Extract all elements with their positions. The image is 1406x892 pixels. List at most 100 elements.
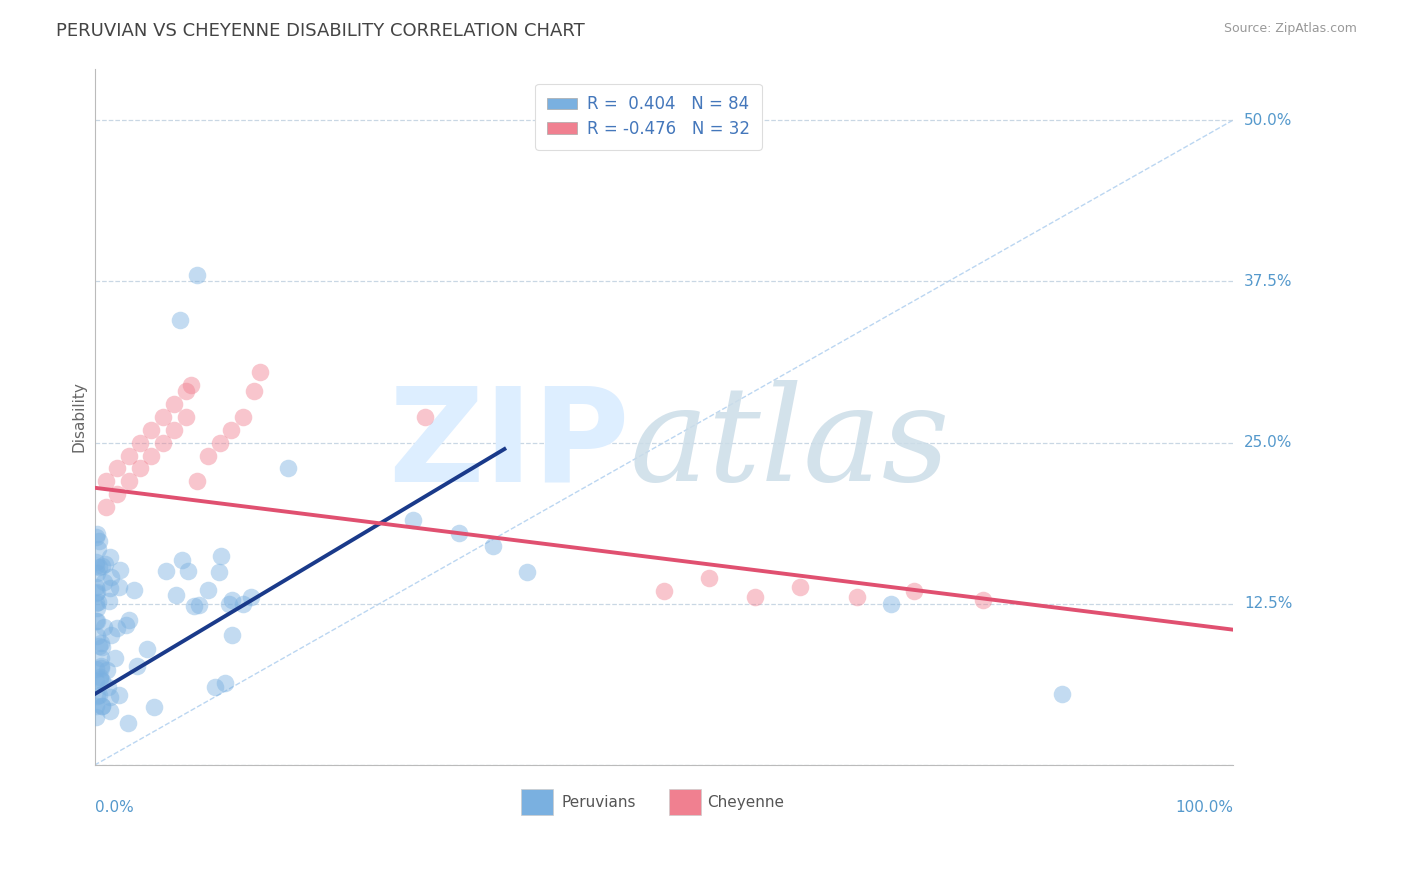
Point (98, 594, 121, 608)
Point (204, 680, 226, 694)
Point (86, 585, 108, 599)
Point (277, 461, 299, 475)
Point (209, 549, 232, 563)
Point (170, 553, 193, 567)
Point (880, 597, 903, 611)
Text: 50.0%: 50.0% (1244, 112, 1292, 128)
Point (482, 539, 505, 553)
Legend: R =  0.404   N = 84, R = -0.476   N = 32: R = 0.404 N = 84, R = -0.476 N = 32 (536, 84, 762, 150)
Point (208, 566, 231, 580)
Point (232, 598, 254, 612)
Point (86, 566, 108, 581)
Point (846, 591, 869, 605)
Point (84, 698, 107, 713)
Point (141, 449, 163, 463)
Point (89, 560, 111, 574)
Point (84, 662, 107, 676)
Point (84, 531, 107, 545)
Point (89, 670, 111, 684)
Point (143, 700, 166, 714)
Point (93, 558, 115, 572)
Point (129, 435, 152, 450)
Point (105, 487, 128, 501)
Text: 25.0%: 25.0% (1244, 435, 1292, 450)
Point (197, 582, 219, 597)
Point (239, 590, 262, 604)
Point (104, 650, 127, 665)
Point (174, 384, 197, 398)
Point (105, 461, 128, 475)
Point (243, 384, 266, 398)
Point (84, 673, 107, 688)
Point (124, 582, 146, 597)
Point (89, 673, 111, 687)
Point (176, 564, 198, 578)
Point (90, 659, 112, 673)
Point (84, 596, 107, 610)
Point (118, 475, 141, 489)
Point (208, 435, 231, 450)
Point (84, 555, 107, 569)
Point (84, 559, 107, 574)
Point (155, 564, 177, 578)
Point (107, 580, 129, 594)
Point (163, 397, 186, 411)
Point (232, 409, 254, 424)
Text: 0.0%: 0.0% (94, 800, 134, 815)
Point (86, 600, 108, 615)
Point (221, 628, 243, 642)
Text: 100.0%: 100.0% (1175, 800, 1233, 815)
Point (100, 570, 122, 584)
Point (90, 635, 112, 649)
Text: ZIP: ZIP (388, 381, 630, 508)
Point (249, 365, 271, 379)
Point (697, 571, 720, 585)
FancyBboxPatch shape (522, 789, 554, 815)
Point (115, 617, 138, 632)
Point (413, 409, 436, 424)
Point (90, 559, 112, 574)
Point (84, 614, 107, 628)
Point (447, 525, 470, 540)
Point (118, 613, 141, 627)
Point (789, 580, 811, 594)
Point (90, 674, 112, 689)
Point (108, 563, 131, 577)
Point (141, 423, 163, 437)
Point (90, 698, 112, 713)
Point (97, 680, 120, 694)
Point (221, 592, 243, 607)
Point (100, 581, 122, 595)
Point (180, 377, 202, 392)
Point (129, 461, 152, 475)
Text: PERUVIAN VS CHEYENNE DISABILITY CORRELATION CHART: PERUVIAN VS CHEYENNE DISABILITY CORRELAT… (56, 22, 585, 40)
Point (87, 541, 110, 556)
Point (152, 435, 174, 450)
Point (90, 650, 112, 665)
Point (93, 575, 115, 590)
Point (1050, 687, 1073, 701)
Point (87, 689, 110, 703)
Point (84, 580, 107, 594)
Point (107, 688, 129, 702)
Point (652, 584, 675, 599)
Point (117, 716, 139, 731)
Point (972, 593, 994, 607)
Point (183, 599, 205, 613)
Point (93, 619, 115, 633)
Point (84, 710, 107, 724)
Point (744, 591, 766, 605)
Point (87, 595, 110, 609)
Point (516, 565, 538, 579)
Point (98, 704, 121, 718)
Text: Peruvians: Peruvians (561, 795, 636, 810)
Point (98, 550, 121, 565)
Point (90, 660, 112, 674)
Point (163, 423, 186, 437)
Text: atlas: atlas (630, 380, 950, 509)
Y-axis label: Disability: Disability (72, 382, 86, 452)
Point (94, 475, 117, 489)
Point (118, 449, 141, 463)
Point (105, 621, 128, 635)
Point (186, 475, 208, 489)
